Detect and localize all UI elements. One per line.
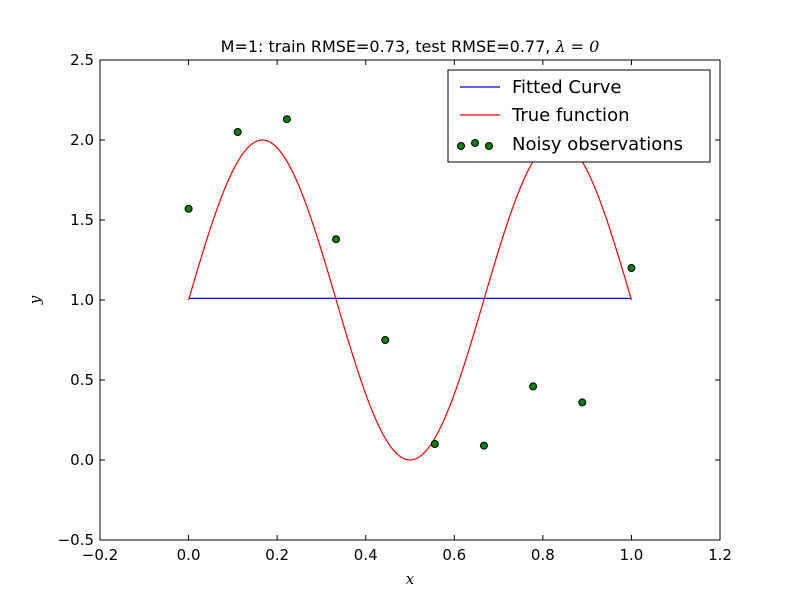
y-tick-label: 1.0 (70, 291, 94, 309)
y-tick-label: −0.5 (58, 531, 94, 549)
legend-label: Noisy observations (512, 134, 683, 155)
legend: Fitted Curve True function Noisy observati… (447, 69, 711, 163)
y-tick-label: 1.5 (70, 211, 94, 229)
legend-label: True function (511, 105, 629, 126)
x-tick-label: 0.0 (177, 546, 201, 564)
scatter-point (627, 264, 636, 272)
legend-item: Noisy observations (457, 134, 683, 155)
x-tick-label: 0.8 (531, 546, 555, 564)
x-axis-label: x (406, 570, 415, 588)
legend-marker (485, 142, 493, 150)
x-tick-label: 1.2 (708, 546, 732, 564)
scatter-point (184, 204, 193, 213)
ticks-layer: −0.2 0.0 0.2 0.4 0.6 0.8 1.0 1.2 −0.5 0.0 0.5 1.0 1.… (58, 51, 732, 564)
legend-item: True function (460, 105, 629, 126)
x-tick-label: 0.6 (442, 546, 466, 564)
y-tick-label: 0.0 (70, 451, 94, 469)
scatter-point (479, 441, 488, 450)
scatter-point (233, 128, 242, 136)
series-line-1 (187, 139, 633, 461)
axes-frame (99, 59, 721, 541)
legend-label: Fitted Curve (512, 77, 622, 98)
x-tick-label: 0.2 (265, 546, 289, 564)
scatter-point (381, 336, 390, 344)
scatter-point (430, 440, 439, 448)
scatter-point (282, 115, 291, 124)
plot-area (184, 115, 636, 461)
scatter-point (332, 235, 341, 244)
chart-title-math: λ = 0 (554, 37, 599, 56)
y-tick-label: 2.5 (70, 51, 94, 69)
y-tick-label: 0.5 (70, 371, 94, 389)
legend-marker (471, 139, 479, 147)
x-tick-label: 0.4 (354, 546, 378, 564)
y-tick-label: 2.0 (70, 131, 94, 149)
points-layer (184, 115, 636, 450)
x-tick-label: −0.2 (82, 546, 118, 564)
legend-item: Fitted Curve (460, 77, 622, 98)
scatter-point (529, 382, 538, 391)
y-axis-label: y (26, 295, 44, 305)
scatter-point (578, 398, 587, 407)
x-tick-label: 1.0 (619, 546, 643, 564)
chart-title: M=1: train RMSE=0.73, test RMSE=0.77, λ … (221, 37, 600, 56)
chart-title-text: M=1: train RMSE=0.73, test RMSE=0.77, (221, 37, 556, 56)
legend-marker (457, 142, 465, 150)
lines-layer (187, 139, 633, 461)
